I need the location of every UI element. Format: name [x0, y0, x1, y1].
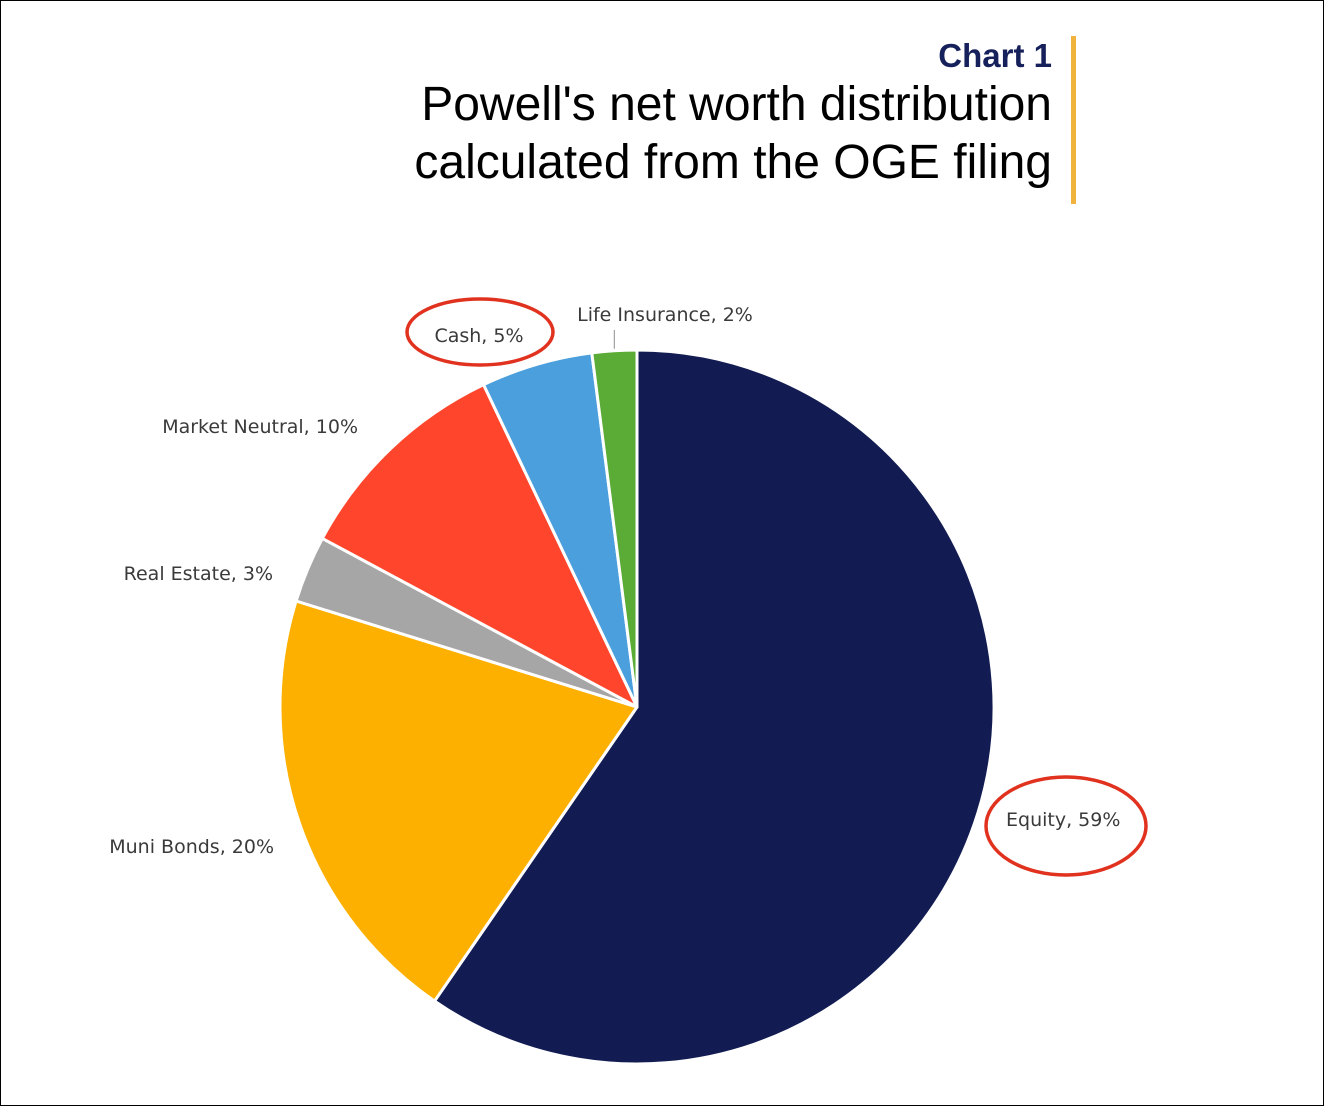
pie-slice-muni-bonds	[278, 599, 639, 1003]
data-label-muni-bonds: Muni Bonds, 20%	[109, 836, 274, 858]
title-accent-bar	[1071, 36, 1076, 204]
data-label-cash: Cash, 5%	[434, 325, 523, 347]
pie-slice-market-neutral	[320, 383, 639, 709]
chart-title-line-1: Powell's net worth distribution	[421, 78, 1052, 131]
chart-title-line-2: calculated from the OGE filing	[414, 136, 1052, 189]
data-label-market-neutral: Market Neutral, 10%	[162, 416, 358, 438]
pie-slice-equity	[433, 348, 996, 1066]
chart-kicker: Chart 1	[938, 37, 1052, 74]
data-label-life-insurance: Life Insurance, 2%	[577, 304, 753, 326]
data-label-real-estate: Real Estate, 3%	[124, 563, 273, 585]
data-label-equity: Equity, 59%	[1006, 809, 1120, 831]
highlight-circle-equity	[984, 775, 1148, 877]
chart-header: Chart 1 Powell's net worth distribution …	[414, 36, 1052, 192]
highlight-circle-cash	[405, 297, 555, 367]
pie-slice-life-insurance	[590, 348, 639, 709]
